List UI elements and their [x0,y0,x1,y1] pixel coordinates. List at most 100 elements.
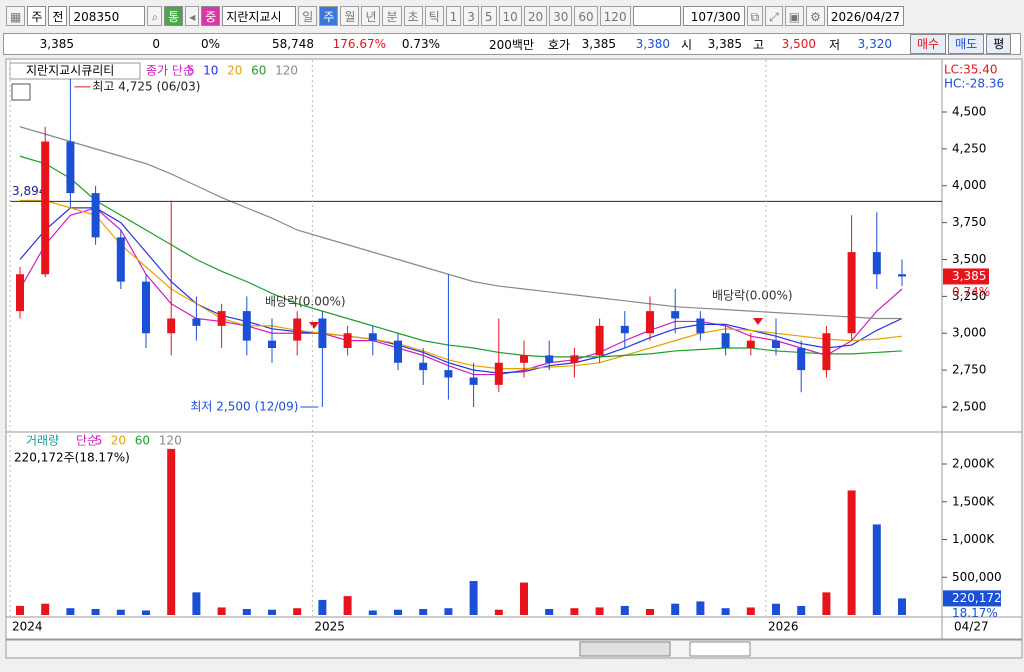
volume-bar [318,599,327,615]
volume-bar [242,608,251,615]
interval-button[interactable]: 60 [574,6,598,26]
candle-body [66,141,75,194]
volume-ratio: 176.67% [332,37,386,51]
legend-entry: 60 [135,434,150,448]
table-icon[interactable] [11,83,31,101]
jung-button[interactable]: 중 [201,6,221,26]
volume-bar [469,581,478,615]
volume-bar [620,605,629,615]
settings-icon[interactable]: ⚙ [806,6,825,26]
candle-body [268,340,276,348]
count: 107/300 [682,6,745,26]
low-note: 최저 2,500 (12/09) [190,399,298,413]
candle-body [469,377,478,385]
sell-button[interactable]: 매도 [948,34,985,54]
period-button[interactable]: 일 [298,6,318,26]
buy-button[interactable]: 매수 [910,34,947,54]
interval-button[interactable]: 10 [498,6,522,26]
candle-body [116,237,125,282]
volume-bar [898,598,906,615]
date-input[interactable]: 2026/04/27 [826,6,905,26]
legend-entry: 120 [159,434,182,448]
tool-icon[interactable]: ⤢ [765,6,783,26]
period-button[interactable]: 월 [340,6,360,26]
volume-bar [268,609,276,615]
candle-body [746,340,755,348]
tong-button[interactable]: 통 [164,6,184,26]
period-button[interactable]: 년 [361,6,381,26]
tool-icon[interactable]: ⧉ [746,6,764,26]
change: 0 [152,37,160,51]
candle-body [797,347,806,371]
x-tick-label: 2024 [12,620,43,634]
y-tick-label: 4,250 [952,141,986,155]
price: 3,385 [39,37,74,51]
high: 3,500 [781,37,816,51]
candle-body [444,370,453,378]
interval-button[interactable]: 20 [523,6,548,26]
candle-body [343,333,352,348]
bid: 3,380 [635,37,670,51]
info-bar: 3,385 0 0% 58,748 176.67% 0.73% 200백만 호가… [3,33,1021,55]
period-button[interactable]: 초 [403,6,423,26]
reference-label: 3,894 [12,184,46,198]
candle-body [368,333,377,341]
volume-bar [41,603,50,615]
save-icon[interactable]: ▣ [784,6,805,26]
volume-bar [847,490,856,615]
interval-button[interactable]: 1 [445,6,462,26]
scrollbar[interactable] [5,639,1023,659]
x-tick-label: 2026 [768,620,799,634]
volume-bar [545,608,554,615]
volume-bar [91,608,100,615]
high-note: 최고 4,725 (06/03) [92,79,200,93]
quote-label: 호가 [547,37,570,52]
legend-entry: 20 [111,434,126,448]
chart-frame [5,58,1023,640]
volume-bar [721,608,730,615]
interval-button[interactable]: 120 [599,6,631,26]
amount: 200백만 [489,37,534,52]
candle-body [142,281,150,334]
y-tick-label: 3,000 [952,326,986,340]
prefix[interactable]: 전 [48,6,68,26]
y-tick-label: 4,500 [952,105,986,119]
y-tick-label: 2,000K [952,457,995,471]
interval-button[interactable]: 30 [549,6,573,26]
name-input[interactable]: 지란지교시 [222,6,297,26]
candle-body [419,362,428,371]
candle-body [898,274,906,277]
sound-button[interactable]: ◂ [185,6,200,26]
toolbar: ▦ 주 전 208350 ⌕ 통 ◂ 중 지란지교시 일 주 월 년 분 초 틱… [0,4,1024,28]
volume-bar [66,608,75,615]
lc-label: LC:35.40 [944,63,997,77]
scroll-controls[interactable] [579,641,671,657]
dividend-marker [753,318,763,325]
volume-bar [167,448,176,615]
dividend-note: 배당락(0.00%) [265,295,346,309]
custom-interval[interactable] [632,6,681,26]
menu-icon[interactable]: ▦ [6,6,26,26]
interval-button[interactable]: 5 [480,6,497,26]
market-select[interactable]: 주 [27,6,47,26]
zoom-slider[interactable] [689,641,751,657]
eval-button[interactable]: 평 [986,34,1012,54]
interval-button[interactable]: 3 [463,6,479,26]
search-button[interactable]: ⌕ [147,6,163,26]
candle-body [721,333,730,348]
code-input[interactable]: 208350 [69,6,146,26]
y-tick-label: 3,500 [952,252,986,266]
period-button[interactable]: 분 [382,6,402,26]
x-end-label: 04/27 [954,620,989,634]
candle-body [595,325,604,356]
candle-body [242,311,251,341]
y-tick-label: 3,250 [952,289,986,303]
period-button[interactable]: 주 [319,6,339,26]
candle-body [620,325,629,334]
period-button[interactable]: 틱 [424,6,444,26]
candle-body [696,318,705,334]
last-price-box [943,268,989,285]
volume-bar [192,592,201,615]
high-label: 고 [752,37,764,52]
